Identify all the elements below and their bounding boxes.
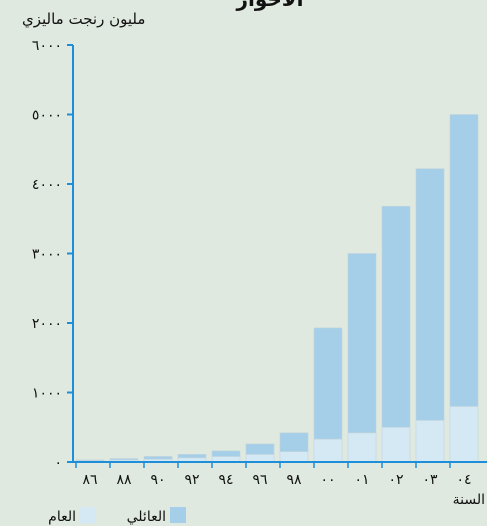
bar-family-5 (245, 443, 275, 455)
x-tick-label: ٠١ (354, 472, 369, 488)
x-tick-label: ٩٨ (286, 472, 302, 488)
legend-item-family-label: العائلي (127, 509, 166, 525)
bar-family-8 (347, 253, 377, 434)
x-tick-label: ٨٨ (116, 472, 132, 488)
bar-family-10 (415, 168, 445, 421)
bar-family-6 (279, 432, 309, 452)
legend: العائلي العام (48, 507, 186, 525)
x-tick-label: ٨٦ (82, 472, 97, 488)
y-axis-title: مليون رنجت ماليزي (22, 10, 145, 29)
x-tick-label: ٠٠ (320, 472, 335, 488)
legend-item-public-label: العام (48, 509, 76, 525)
x-tick-label: ٠٢ (388, 472, 403, 488)
bar-public-9 (381, 426, 411, 463)
bar-family-3 (177, 454, 207, 459)
legend-item-family-swatch (170, 507, 186, 523)
bar-family-0 (75, 459, 105, 461)
bar-public-5 (245, 454, 275, 463)
bar-family-9 (381, 205, 411, 428)
x-tick-label: ٩٠ (150, 472, 165, 488)
bar-public-8 (347, 432, 377, 463)
bar-public-7 (313, 438, 343, 463)
y-tick-label: ١٠٠٠ (32, 386, 62, 402)
bar-family-4 (211, 450, 241, 457)
y-tick-label: ٢٠٠٠ (32, 316, 62, 332)
bar-public-11 (449, 406, 479, 463)
bar-family-1 (109, 458, 139, 461)
bar-family-7 (313, 327, 343, 440)
bar-family-2 (143, 456, 173, 460)
legend-item-public-swatch (80, 507, 96, 523)
y-tick-label: ٠ (54, 455, 62, 471)
x-tick-label: ٠٤ (456, 472, 471, 488)
x-axis-title: السنة (453, 492, 485, 508)
chart-title: الأخوار (235, 0, 303, 11)
x-tick-label: ٠٣ (422, 472, 438, 488)
y-tick-label: ٥٠٠٠ (32, 108, 62, 124)
bar-family-11 (449, 114, 479, 407)
x-tick-label: ٩٦ (252, 472, 267, 488)
y-tick-label: ٣٠٠٠ (32, 247, 62, 263)
x-tick-label: ٩٢ (184, 472, 199, 488)
y-tick-label: ٤٠٠٠ (32, 177, 62, 193)
x-tick-label: ٩٤ (218, 472, 233, 488)
bar-public-6 (279, 451, 309, 463)
y-tick-label: ٦٠٠٠ (32, 38, 62, 54)
bar-public-10 (415, 419, 445, 463)
